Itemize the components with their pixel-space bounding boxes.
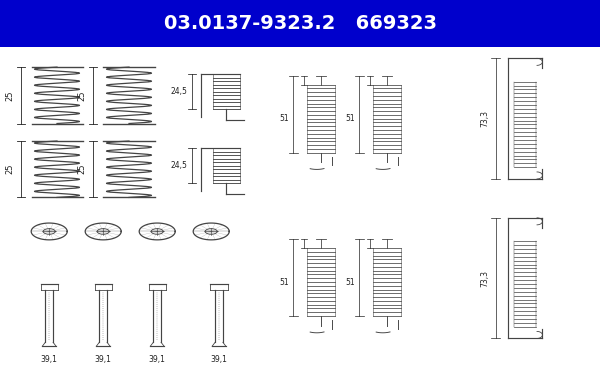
Bar	[0, 0, 600, 47]
Text: 24,5: 24,5	[170, 87, 187, 96]
Text: 51: 51	[279, 114, 289, 123]
Text: 39,1: 39,1	[95, 355, 112, 364]
Text: 39,1: 39,1	[211, 355, 227, 364]
Text: 51: 51	[345, 277, 355, 287]
Text: 25: 25	[77, 90, 86, 100]
Text: 51: 51	[279, 277, 289, 287]
Text: 73,3: 73,3	[481, 270, 490, 287]
Text: 51: 51	[345, 114, 355, 123]
Text: 39,1: 39,1	[149, 355, 166, 364]
Text: 25: 25	[6, 90, 15, 100]
Text: 03.0137-9323.2   669323: 03.0137-9323.2 669323	[163, 14, 437, 33]
Text: 39,1: 39,1	[41, 355, 58, 364]
Text: 25: 25	[6, 164, 15, 174]
Text: 24,5: 24,5	[170, 161, 187, 170]
Text: 25: 25	[77, 164, 86, 174]
Text: 73,3: 73,3	[481, 110, 490, 127]
